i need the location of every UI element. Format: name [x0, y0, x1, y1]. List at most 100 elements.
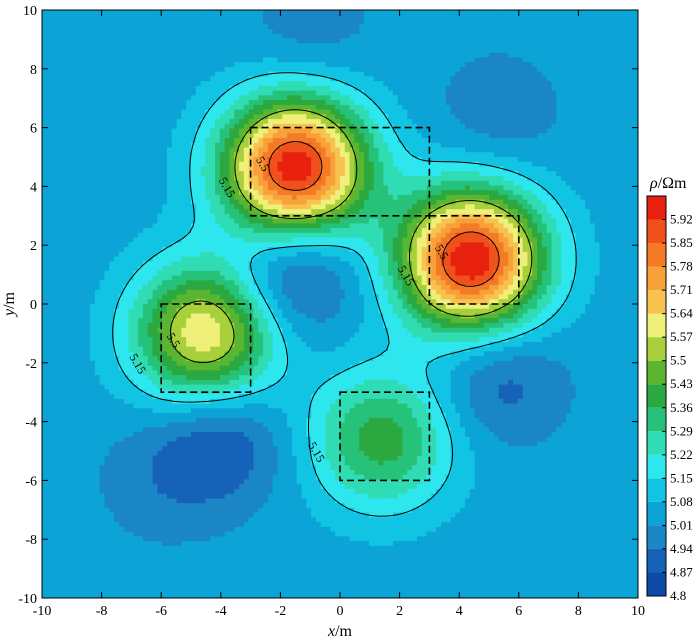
field-cell — [215, 460, 221, 466]
field-cell — [99, 422, 106, 428]
field-cell — [224, 379, 231, 386]
field-cell — [138, 24, 144, 30]
field-cell — [205, 175, 211, 182]
field-cell — [118, 261, 125, 267]
field-cell — [200, 280, 207, 286]
field-cell — [66, 171, 72, 177]
field-cell — [157, 507, 163, 514]
field-cell — [181, 289, 187, 296]
field-cell — [171, 327, 178, 334]
field-cell — [109, 469, 115, 476]
field-cell — [46, 427, 53, 433]
field-cell — [109, 299, 115, 305]
field-cell — [152, 57, 158, 63]
field-cell — [66, 375, 72, 381]
field-cell — [61, 569, 67, 575]
field-cell — [157, 204, 163, 210]
field-cell — [133, 337, 139, 343]
field-cell — [104, 498, 110, 504]
field-cell — [157, 138, 163, 144]
field-cell — [75, 474, 82, 481]
field-cell — [157, 232, 163, 239]
field-cell — [195, 114, 202, 120]
field-cell — [42, 593, 48, 598]
field-cell — [99, 451, 106, 457]
field-cell — [152, 545, 158, 552]
field-cell — [104, 403, 110, 409]
field-cell — [166, 128, 173, 134]
field-cell — [51, 175, 58, 182]
field-cell — [205, 66, 211, 73]
field-cell — [152, 346, 158, 353]
field-cell — [224, 157, 231, 163]
field-cell — [114, 593, 120, 598]
field-cell — [162, 493, 168, 500]
field-cell — [42, 564, 48, 571]
field-cell — [210, 57, 216, 63]
field-cell — [104, 138, 110, 144]
field-cell — [99, 175, 106, 182]
field-cell — [104, 436, 110, 443]
field-cell — [181, 327, 187, 334]
field-cell — [219, 389, 226, 395]
field-cell — [123, 90, 130, 96]
field-cell — [128, 123, 134, 130]
field-cell — [128, 57, 134, 63]
field-cell — [56, 123, 62, 130]
field-cell — [114, 185, 120, 191]
field-cell — [133, 436, 139, 443]
field-cell — [42, 57, 48, 63]
field-cell — [75, 427, 82, 433]
field-cell — [61, 175, 67, 182]
field-cell — [186, 104, 192, 111]
field-cell — [142, 545, 149, 552]
field-cell — [186, 417, 192, 424]
field-cell — [166, 332, 173, 338]
field-cell — [210, 242, 216, 248]
field-cell — [210, 62, 216, 68]
field-cell — [114, 128, 120, 134]
field-cell — [224, 95, 231, 101]
field-cell — [234, 185, 240, 191]
field-cell — [56, 218, 62, 224]
field-cell — [224, 180, 231, 187]
field-cell — [51, 128, 58, 134]
field-cell — [46, 128, 53, 134]
field-cell — [70, 114, 77, 120]
field-cell — [104, 261, 110, 267]
field-cell — [118, 341, 125, 348]
field-cell — [215, 564, 221, 571]
field-cell — [229, 57, 235, 63]
field-cell — [195, 299, 202, 305]
field-cell — [181, 204, 187, 210]
field-cell — [104, 460, 110, 466]
field-cell — [90, 242, 96, 248]
field-cell — [123, 356, 130, 362]
field-cell — [142, 133, 149, 139]
field-cell — [186, 446, 192, 452]
field-cell — [224, 109, 231, 115]
field-cell — [99, 266, 106, 272]
field-cell — [61, 114, 67, 120]
field-cell — [118, 114, 125, 120]
field-cell — [75, 223, 82, 229]
field-cell — [138, 583, 144, 590]
field-cell — [152, 223, 158, 229]
field-cell — [56, 351, 62, 357]
field-cell — [104, 308, 110, 315]
field-cell — [210, 469, 216, 476]
field-cell — [152, 256, 158, 262]
field-cell — [171, 541, 178, 547]
field-cell — [42, 128, 48, 134]
field-cell — [171, 384, 178, 390]
field-cell — [138, 28, 144, 35]
field-cell — [210, 346, 216, 353]
field-cell — [80, 28, 86, 35]
field-cell — [61, 408, 67, 414]
field-cell — [94, 583, 101, 590]
field-cell — [118, 465, 125, 471]
field-cell — [80, 95, 86, 101]
field-cell — [171, 85, 178, 92]
field-cell — [66, 247, 72, 253]
field-cell — [118, 503, 125, 509]
